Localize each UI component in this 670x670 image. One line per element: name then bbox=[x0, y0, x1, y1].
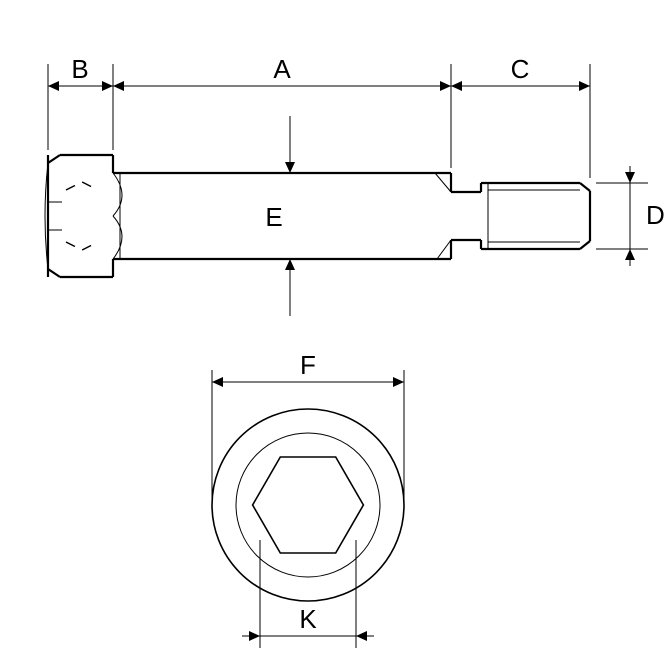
dimension-C: C bbox=[451, 54, 590, 91]
label-E: E bbox=[265, 202, 282, 232]
hex-socket-hidden bbox=[48, 182, 98, 250]
dimensions-top: B A C bbox=[48, 54, 590, 178]
dimension-K: K bbox=[242, 540, 374, 648]
head-circle bbox=[212, 409, 404, 601]
label-D: D bbox=[646, 200, 665, 230]
dimension-B: B bbox=[48, 54, 113, 91]
side-view bbox=[45, 155, 590, 277]
thread bbox=[481, 183, 590, 249]
dimension-F: F bbox=[212, 350, 404, 498]
dimension-D: D bbox=[596, 166, 665, 266]
hex-socket bbox=[253, 457, 364, 553]
front-view: F K bbox=[212, 350, 404, 648]
label-F: F bbox=[300, 350, 316, 380]
socket-chamfer-circle bbox=[236, 433, 380, 577]
engineering-drawing: B A C D E bbox=[0, 0, 670, 670]
label-B: B bbox=[71, 54, 88, 84]
label-C: C bbox=[511, 54, 530, 84]
screw-head bbox=[45, 155, 113, 277]
label-K: K bbox=[299, 604, 317, 634]
label-A: A bbox=[273, 54, 291, 84]
dimension-E: E bbox=[265, 116, 295, 316]
neck bbox=[451, 183, 481, 249]
dimension-A: A bbox=[113, 54, 451, 91]
